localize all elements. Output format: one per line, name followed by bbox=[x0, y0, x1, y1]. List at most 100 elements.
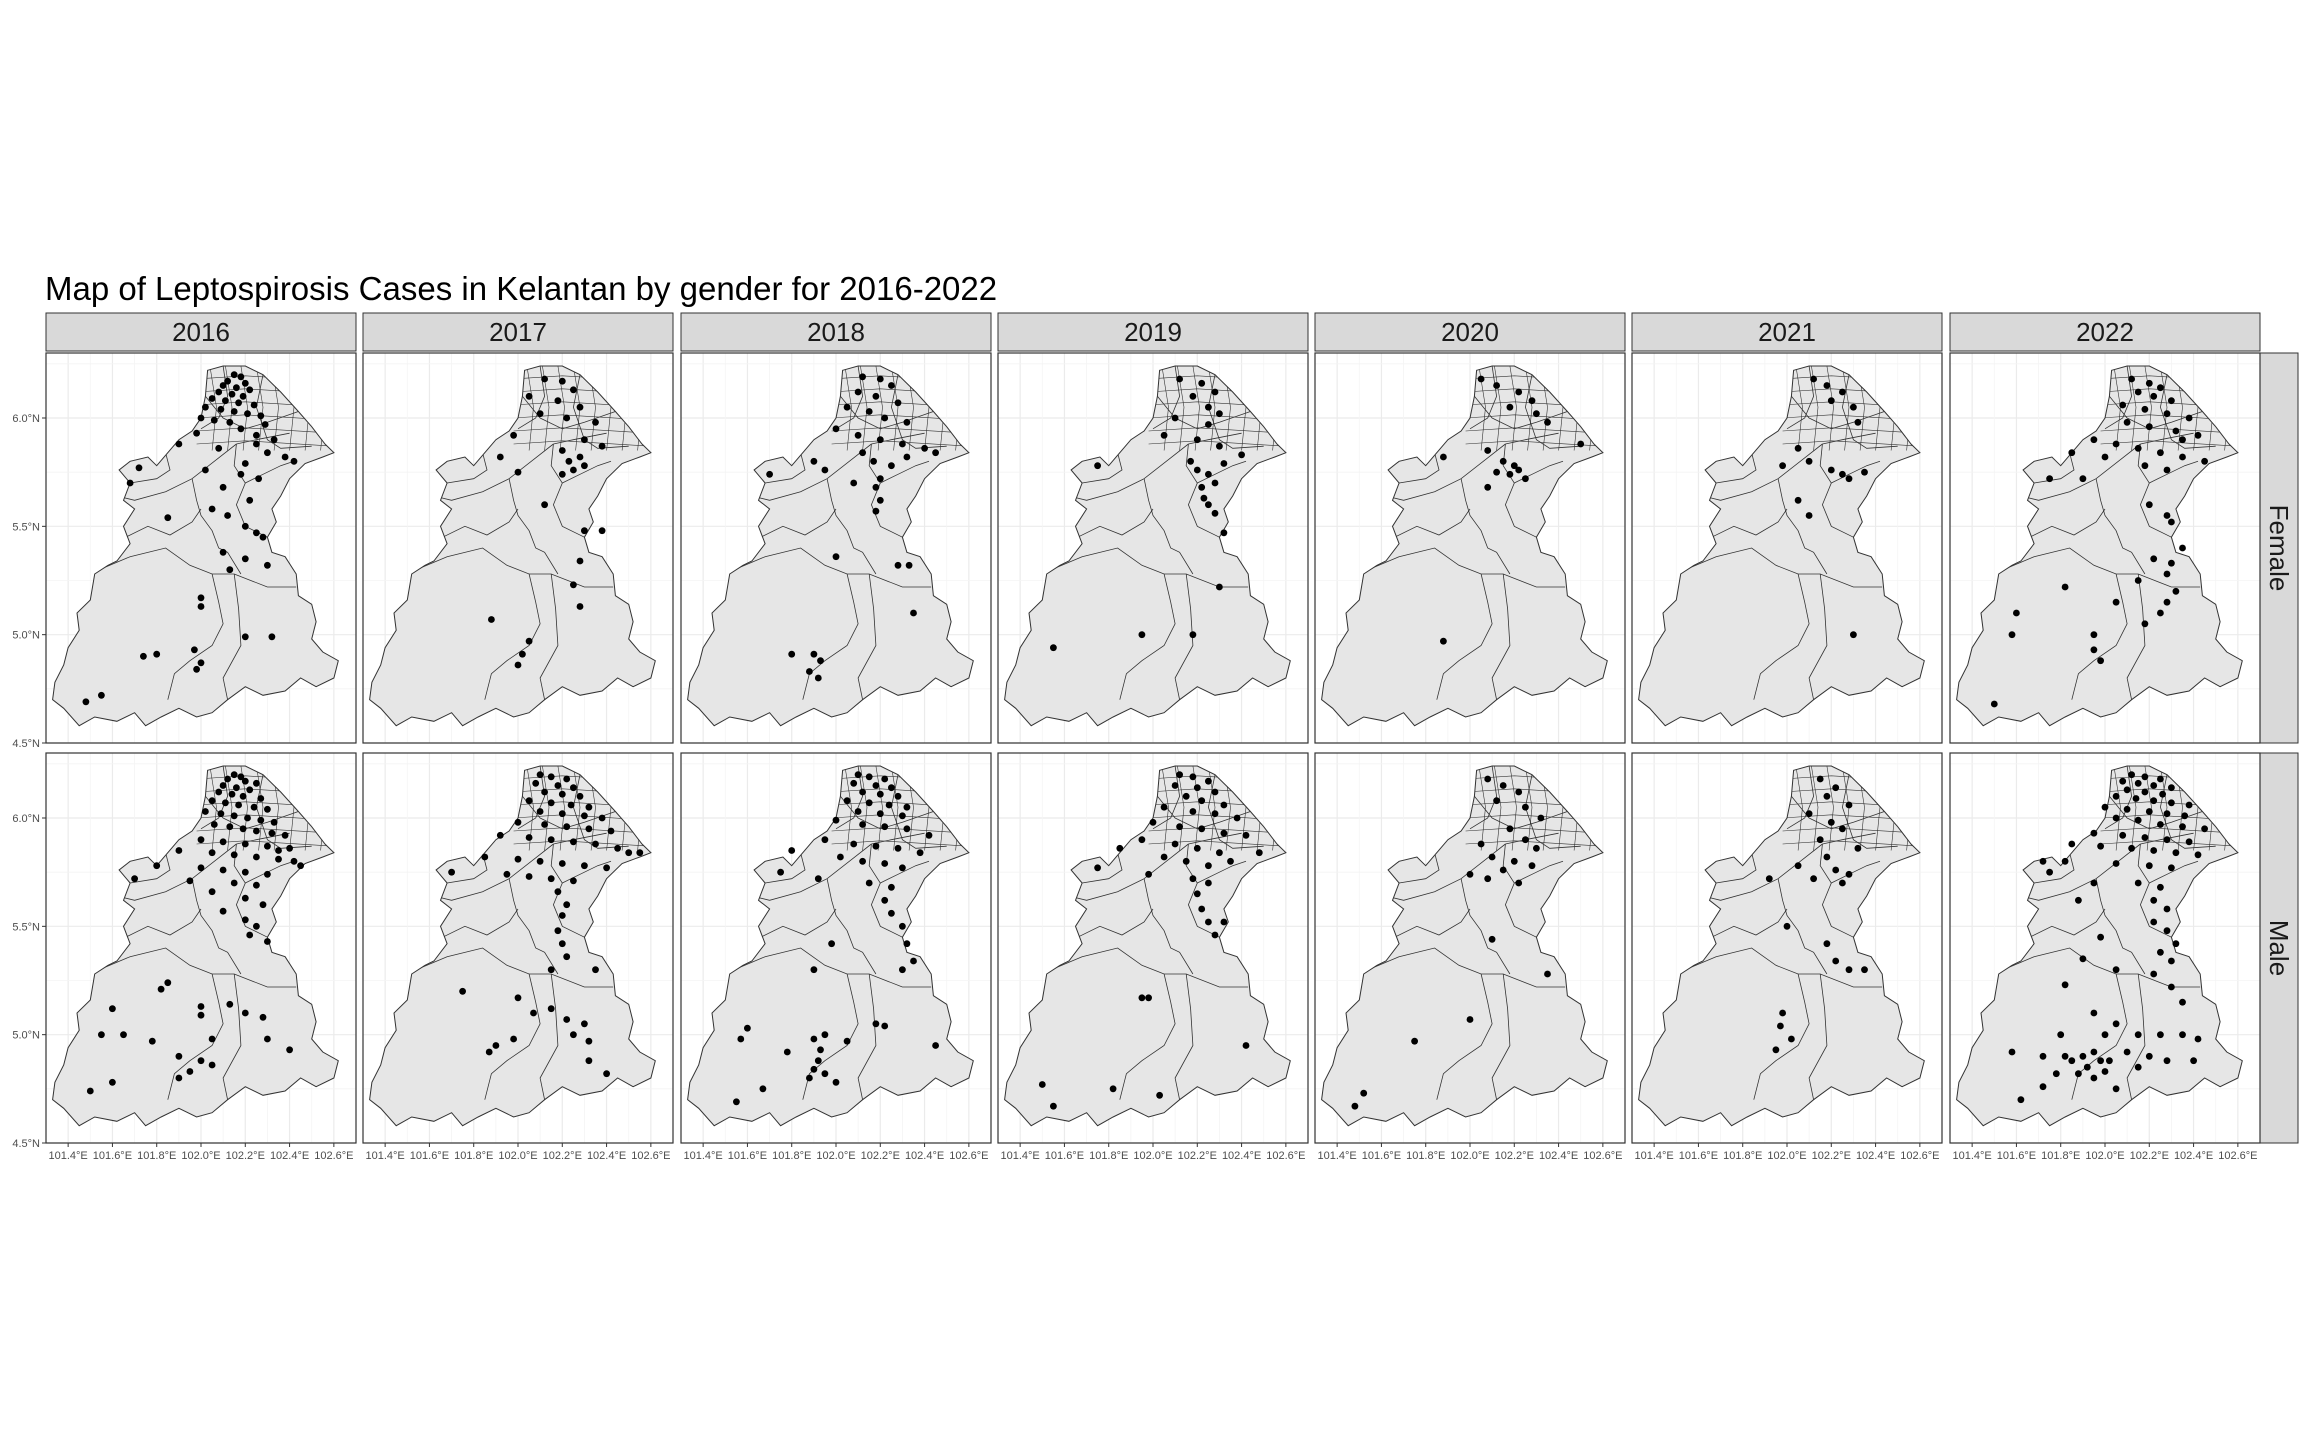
case-point bbox=[1488, 853, 1496, 861]
case-point bbox=[1528, 862, 1536, 870]
case-point bbox=[2112, 1020, 2120, 1028]
case-point bbox=[496, 453, 504, 461]
case-point bbox=[2181, 812, 2189, 820]
facet-strip-2020 bbox=[1314, 312, 1626, 352]
case-point bbox=[215, 444, 223, 452]
case-point bbox=[1216, 410, 1223, 418]
case-point bbox=[2141, 405, 2149, 413]
x-tick-label: 102.0°E bbox=[1767, 1150, 1806, 1162]
case-point bbox=[576, 792, 584, 800]
case-point bbox=[1187, 457, 1194, 465]
case-point bbox=[2106, 1057, 2113, 1065]
panel-2016-female bbox=[45, 352, 357, 744]
case-point bbox=[1189, 392, 1197, 400]
case-point bbox=[1138, 631, 1146, 639]
case-point bbox=[2008, 631, 2016, 639]
case-point bbox=[148, 1037, 156, 1045]
case-point bbox=[832, 1078, 840, 1086]
case-point bbox=[1198, 797, 1206, 805]
case-point bbox=[208, 395, 216, 402]
case-point bbox=[817, 657, 824, 665]
case-point bbox=[1193, 844, 1201, 852]
x-tick-label: 101.4°E bbox=[49, 1150, 88, 1162]
case-point bbox=[1484, 483, 1492, 491]
case-point bbox=[850, 840, 858, 848]
x-tick-label: 102.4°E bbox=[1856, 1150, 1895, 1162]
case-point bbox=[581, 862, 588, 870]
case-point bbox=[514, 661, 522, 669]
district-boundary bbox=[1831, 860, 1881, 884]
case-point bbox=[903, 803, 911, 811]
case-point bbox=[1160, 431, 1168, 439]
case-point bbox=[2101, 1068, 2109, 1075]
case-point bbox=[585, 1037, 593, 1045]
case-point bbox=[224, 377, 232, 385]
district-boundary bbox=[550, 443, 585, 538]
case-point bbox=[219, 838, 227, 846]
district-boundary bbox=[125, 508, 202, 538]
case-point bbox=[932, 449, 939, 457]
case-point bbox=[1772, 1046, 1780, 1054]
case-point bbox=[257, 795, 265, 802]
district-boundary bbox=[539, 573, 559, 700]
case-point bbox=[244, 410, 251, 418]
subdistrict-boundary bbox=[256, 366, 264, 451]
district-boundary bbox=[1460, 478, 1511, 575]
case-point bbox=[2112, 792, 2120, 800]
case-point bbox=[832, 553, 840, 561]
case-point bbox=[1488, 935, 1496, 943]
case-point bbox=[536, 771, 544, 779]
x-tick-label: 101.4°E bbox=[1318, 1150, 1357, 1162]
case-point bbox=[1205, 777, 1212, 785]
district-boundary bbox=[1841, 374, 1898, 449]
case-point bbox=[865, 799, 873, 807]
case-point bbox=[547, 875, 555, 883]
case-point bbox=[208, 797, 216, 805]
case-point bbox=[1522, 475, 1529, 483]
case-point bbox=[541, 375, 548, 383]
case-point bbox=[268, 633, 276, 641]
district-boundary bbox=[1197, 460, 1247, 484]
district-boundary bbox=[2137, 843, 2172, 938]
case-point bbox=[592, 418, 599, 426]
case-point bbox=[286, 844, 293, 852]
x-tick-label: 102.2°E bbox=[1178, 1150, 1217, 1162]
district-boundary bbox=[1188, 832, 1242, 845]
case-point bbox=[226, 418, 234, 426]
case-point bbox=[514, 818, 522, 826]
subdistrict-boundary bbox=[1509, 366, 1517, 451]
case-point bbox=[2008, 1048, 2016, 1056]
case-point bbox=[881, 896, 889, 904]
case-point bbox=[854, 431, 862, 439]
district-boundary bbox=[1050, 547, 1249, 588]
case-point bbox=[2134, 1031, 2142, 1039]
district-boundary bbox=[868, 843, 903, 938]
case-point bbox=[547, 1005, 555, 1013]
subdistrict-boundary bbox=[860, 766, 868, 851]
subdistrict-boundary bbox=[1161, 766, 1169, 851]
subdistrict-boundary bbox=[542, 766, 550, 851]
subdistrict-boundary bbox=[1826, 766, 1834, 851]
case-point bbox=[1522, 803, 1529, 811]
x-tick-label: 102.4°E bbox=[270, 1150, 309, 1162]
case-point bbox=[264, 805, 271, 813]
x-tick-label: 102.6°E bbox=[1266, 1150, 1305, 1162]
case-point bbox=[264, 938, 271, 945]
case-point bbox=[239, 392, 247, 400]
case-point bbox=[135, 464, 143, 472]
subdistrict-boundary bbox=[573, 766, 581, 851]
case-point bbox=[788, 650, 796, 658]
subdistrict-boundary bbox=[1465, 440, 1603, 447]
district-boundary bbox=[1460, 878, 1511, 975]
case-point bbox=[268, 829, 276, 837]
district-boundary bbox=[826, 878, 877, 975]
panel-2021-male bbox=[1631, 752, 1943, 1144]
case-point bbox=[2039, 1083, 2047, 1091]
case-point bbox=[264, 842, 271, 850]
case-point bbox=[1533, 844, 1540, 852]
case-point bbox=[565, 457, 573, 465]
subdistrict-boundary bbox=[513, 440, 651, 447]
case-point bbox=[2119, 401, 2127, 409]
case-point bbox=[1145, 994, 1152, 1002]
case-point bbox=[563, 1016, 571, 1023]
